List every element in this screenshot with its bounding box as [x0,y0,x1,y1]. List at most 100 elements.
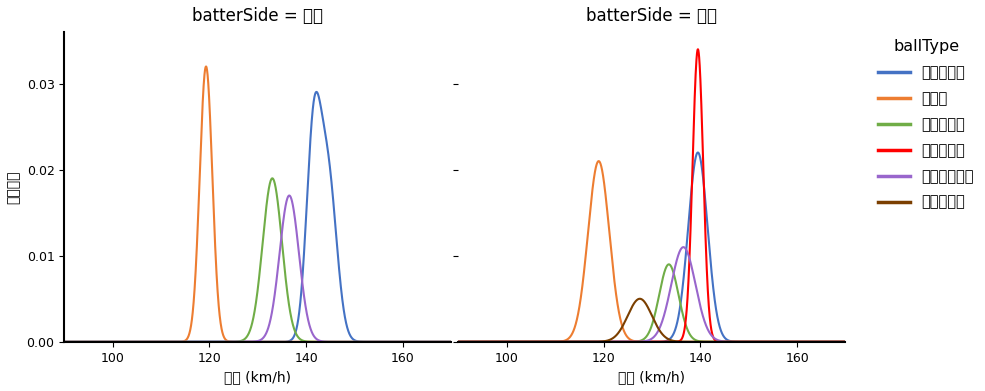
ツーシーム [692,47,704,52]
ストレート [310,90,322,94]
ストレート [119,339,131,344]
X-axis label: 球速 (km/h): 球速 (km/h) [619,370,686,384]
カーブ [841,339,853,344]
カーブ [442,339,454,344]
カーブ [798,339,810,344]
スプリット [663,262,675,267]
カットボール [678,245,690,249]
Line: ツーシーム: ツーシーム [448,49,855,342]
Line: カットボール: カットボール [54,196,461,342]
ストレート [223,339,234,344]
Line: ストレート: ストレート [54,92,461,342]
カットボール [48,339,60,344]
Line: スプリット: スプリット [54,178,461,342]
カーブ [455,339,467,344]
カットボール [841,339,853,344]
スプリット [119,339,131,344]
ツーシーム [599,339,611,344]
ツーシーム [513,339,525,344]
スライダー [599,339,611,344]
カットボール [849,339,861,344]
カーブ [593,159,605,163]
スプリット [267,176,279,181]
カットボール [205,339,217,344]
ツーシーム [849,339,861,344]
スライダー [634,296,646,301]
カットボール [599,339,611,344]
Line: ストレート: ストレート [448,152,855,342]
Y-axis label: 確率密度: 確率密度 [7,170,21,204]
スプリット [841,339,853,344]
カーブ [490,339,501,344]
スプリット [617,339,628,344]
スライダー [442,339,454,344]
カットボール [95,339,106,344]
スプリット [599,339,611,344]
スプリット [849,339,861,344]
ストレート [455,339,467,344]
カットボール [119,339,131,344]
ストレート [95,339,106,344]
スプリット [490,339,501,344]
カーブ [849,339,861,344]
カットボール [223,339,234,344]
Title: batterSide = 右打: batterSide = 右打 [586,7,717,25]
スプリット [48,339,60,344]
カーブ [447,339,459,344]
ストレート [404,339,416,344]
カーブ [223,339,234,344]
スプリット [798,339,810,344]
ストレート [849,339,861,344]
ストレート [798,339,810,344]
Line: カーブ: カーブ [448,161,855,342]
スライダー [841,339,853,344]
カーブ [513,339,525,344]
カーブ [200,64,212,69]
カットボール [455,339,467,344]
カットボール [442,339,454,344]
カットボール [284,193,296,198]
スプリット [95,339,106,344]
スライダー [490,339,501,344]
スライダー [849,339,861,344]
ストレート [617,339,628,344]
ストレート [442,339,454,344]
カットボール [617,339,628,344]
スライダー [513,339,525,344]
ツーシーム [617,339,628,344]
X-axis label: 球速 (km/h): 球速 (km/h) [225,370,292,384]
ツーシーム [490,339,501,344]
カーブ [119,339,131,344]
ストレート [205,339,217,344]
カーブ [442,339,454,344]
スプリット [447,339,459,344]
Legend: ストレート, カーブ, スプリット, ツーシーム, カットボール, スライダー: ストレート, カーブ, スプリット, ツーシーム, カットボール, スライダー [872,33,980,215]
Line: スライダー: スライダー [448,299,855,342]
カーブ [205,127,217,132]
スライダー [798,339,810,344]
カットボール [490,339,501,344]
ストレート [447,339,459,344]
カーブ [599,185,611,190]
カットボール [404,339,416,344]
ツーシーム [841,339,853,344]
Line: カーブ: カーブ [54,66,461,342]
ストレート [599,339,611,344]
ストレート [48,339,60,344]
カットボール [447,339,459,344]
スプリット [205,339,217,344]
Line: スプリット: スプリット [448,264,855,342]
スライダー [617,325,628,329]
カットボール [513,339,525,344]
カットボール [798,339,810,344]
ツーシーム [798,339,810,344]
ストレート [692,150,704,155]
カーブ [95,339,106,344]
カーブ [48,339,60,344]
ストレート [490,339,501,344]
スプリット [404,339,416,344]
スプリット [223,339,234,344]
Title: batterSide = 左打: batterSide = 左打 [192,7,323,25]
カーブ [404,339,416,344]
ツーシーム [442,339,454,344]
